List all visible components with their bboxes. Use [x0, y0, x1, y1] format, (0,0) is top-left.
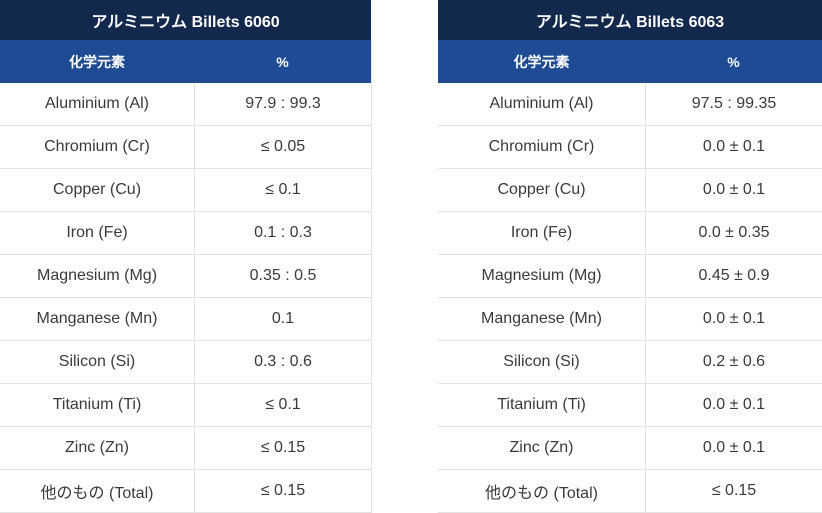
table-title: アルミニウム Billets 6060: [0, 0, 371, 40]
table-row: Silicon (Si) 0.2 ± 0.6: [438, 341, 822, 384]
table-row: Aluminium (Al) 97.9 : 99.3: [0, 83, 371, 126]
element-cell: Aluminium (Al): [44, 95, 149, 112]
element-cell: Magnesium (Mg): [36, 267, 158, 284]
table-row: Aluminium (Al) 97.5 : 99.35: [438, 83, 822, 126]
value-cell: ≤ 0.05: [194, 126, 371, 168]
value-cell: 0.45 ± 0.9: [645, 255, 822, 297]
value-cell: ≤ 0.1: [194, 384, 371, 426]
element-cell: Manganese (Mn): [36, 310, 158, 327]
value-cell: 0.1 : 0.3: [194, 212, 371, 254]
value-cell: 0.3 : 0.6: [194, 341, 371, 383]
table-row: Copper (Cu) ≤ 0.1: [0, 169, 371, 212]
value-cell: 0.0 ± 0.1: [645, 427, 822, 469]
table-row: 他のもの (Total) ≤ 0.15: [0, 470, 371, 513]
table-row: Chromium (Cr) ≤ 0.05: [0, 126, 371, 169]
element-cell: Titanium (Ti): [52, 396, 142, 413]
value-cell: ≤ 0.15: [194, 427, 371, 469]
table-row: Zinc (Zn) 0.0 ± 0.1: [438, 427, 822, 470]
value-cell: 0.1: [194, 298, 371, 340]
table-row: Titanium (Ti) ≤ 0.1: [0, 384, 371, 427]
value-cell: 0.0 ± 0.1: [645, 298, 822, 340]
element-cell: Magnesium (Mg): [481, 267, 602, 284]
table-row: 他のもの (Total) ≤ 0.15: [438, 470, 822, 513]
element-cell: 他のもの (Total): [40, 485, 154, 502]
table-header-row: 化学元素 %: [438, 40, 822, 83]
table-row: Iron (Fe) 0.1 : 0.3: [0, 212, 371, 255]
element-cell: Silicon (Si): [503, 353, 580, 370]
value-cell: 0.0 ± 0.1: [645, 126, 822, 168]
element-cell: Manganese (Mn): [481, 310, 602, 327]
value-cell: 97.9 : 99.3: [194, 83, 371, 125]
table-row: Zinc (Zn) ≤ 0.15: [0, 427, 371, 470]
value-cell: 0.35 : 0.5: [194, 255, 371, 297]
value-cell: ≤ 0.15: [194, 470, 371, 512]
table-row: Copper (Cu) 0.0 ± 0.1: [438, 169, 822, 212]
value-cell: 0.0 ± 0.1: [645, 384, 822, 426]
column-header-element: 化学元素: [69, 53, 125, 70]
table-gap-divider: [371, 40, 438, 513]
table-row: Silicon (Si) 0.3 : 0.6: [0, 341, 371, 384]
table-row: Magnesium (Mg) 0.35 : 0.5: [0, 255, 371, 298]
element-cell: Titanium (Ti): [497, 396, 586, 413]
element-cell: 他のもの (Total): [485, 485, 598, 502]
element-cell: Chromium (Cr): [488, 138, 595, 155]
element-cell: Copper (Cu): [497, 181, 586, 198]
table-row: Titanium (Ti) 0.0 ± 0.1: [438, 384, 822, 427]
value-cell: ≤ 0.1: [194, 169, 371, 211]
composition-table-6060: アルミニウム Billets 6060 化学元素 % Aluminium (Al…: [0, 0, 371, 513]
element-cell: Zinc (Zn): [509, 439, 574, 456]
table-title: アルミニウム Billets 6063: [438, 0, 822, 40]
column-header-element: 化学元素: [513, 53, 570, 70]
table-row: Chromium (Cr) 0.0 ± 0.1: [438, 126, 822, 169]
table-row: Magnesium (Mg) 0.45 ± 0.9: [438, 255, 822, 298]
composition-table-6063: アルミニウム Billets 6063 化学元素 % Aluminium (Al…: [438, 0, 822, 513]
element-cell: Aluminium (Al): [489, 95, 594, 112]
element-cell: Silicon (Si): [58, 353, 136, 370]
value-cell: 0.2 ± 0.6: [645, 341, 822, 383]
table-row: Iron (Fe) 0.0 ± 0.35: [438, 212, 822, 255]
value-cell: 0.0 ± 0.35: [645, 212, 822, 254]
element-cell: Chromium (Cr): [44, 138, 150, 155]
value-cell: 97.5 : 99.35: [645, 83, 822, 125]
table-row: Manganese (Mn) 0.1: [0, 298, 371, 341]
element-cell: Zinc (Zn): [65, 439, 129, 456]
element-cell: Copper (Cu): [52, 181, 142, 198]
value-cell: 0.0 ± 0.1: [645, 169, 822, 211]
column-header-percent: %: [727, 53, 740, 70]
table-header-row: 化学元素 %: [0, 40, 371, 83]
element-cell: Iron (Fe): [66, 224, 128, 241]
column-header-percent: %: [276, 53, 289, 70]
table-row: Manganese (Mn) 0.0 ± 0.1: [438, 298, 822, 341]
value-cell: ≤ 0.15: [645, 470, 822, 512]
element-cell: Iron (Fe): [510, 224, 573, 241]
